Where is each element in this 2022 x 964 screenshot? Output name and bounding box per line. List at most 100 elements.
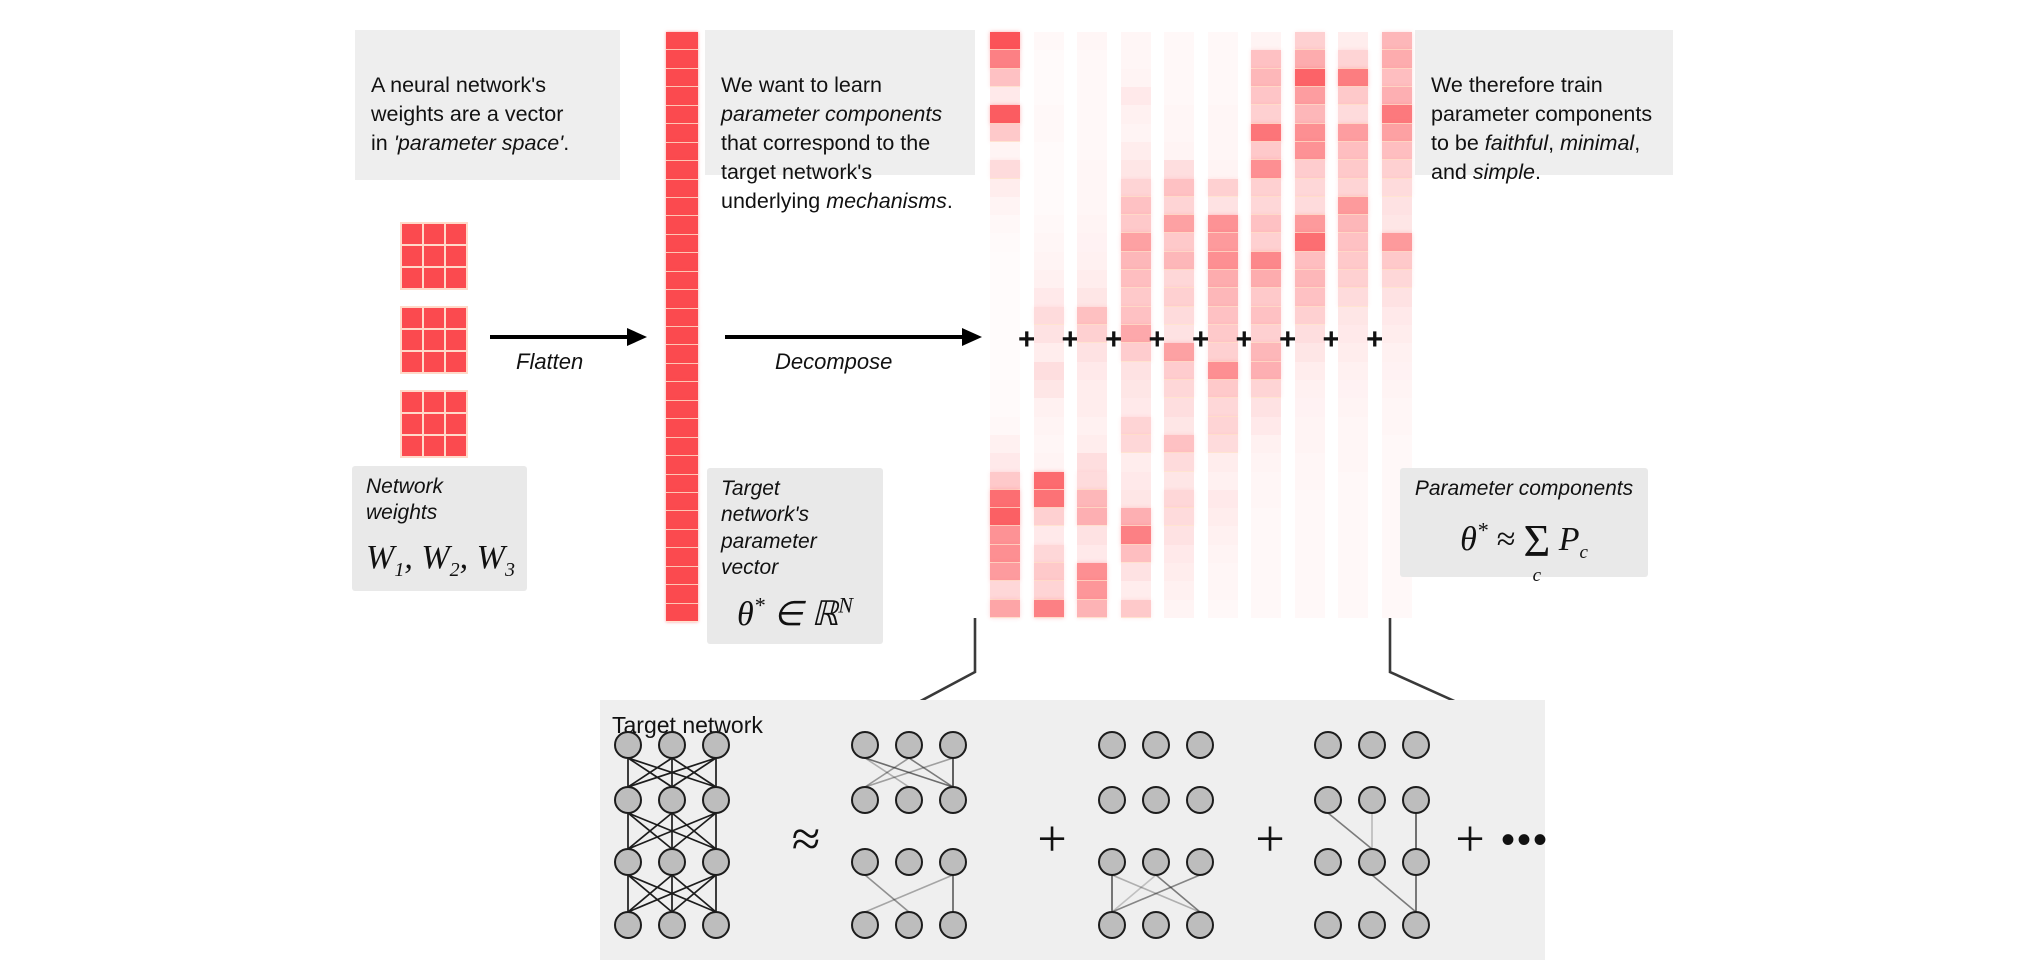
component-cell — [1164, 68, 1194, 87]
component-cell — [1120, 508, 1151, 527]
component-cell — [1033, 379, 1064, 399]
component-cell — [1294, 233, 1325, 252]
theta-cell — [666, 529, 698, 549]
component-cell — [1251, 178, 1281, 197]
component-cell — [990, 196, 1020, 216]
component-cell — [1251, 86, 1281, 106]
theta-cell — [666, 32, 698, 51]
component-cell — [1033, 434, 1064, 454]
component-cell — [1207, 398, 1238, 417]
component-cell — [1077, 544, 1107, 564]
component-cell — [990, 50, 1020, 69]
arrow-flatten: Flatten — [490, 328, 647, 381]
theta-cell — [666, 290, 698, 309]
weight-matrix-2 — [400, 306, 468, 374]
component-cell — [1120, 361, 1151, 380]
component-cell — [1381, 215, 1412, 234]
target-parameter-vector-column — [666, 32, 698, 622]
component-cell — [1120, 599, 1151, 618]
component-cell — [1294, 544, 1325, 564]
component-cell — [1033, 123, 1064, 142]
component-cell — [1207, 32, 1238, 51]
label-target-parameter-vector-math: θ* ∈ ℝN — [737, 593, 853, 634]
theta-cell — [666, 234, 698, 254]
component-cell — [1120, 434, 1151, 454]
theta-cell — [666, 548, 698, 567]
component-cell — [1294, 325, 1325, 344]
component-cell — [1251, 251, 1281, 271]
component-cell — [1207, 288, 1238, 307]
component-cell — [1294, 270, 1325, 289]
component-column — [1338, 32, 1368, 618]
component-cell — [1294, 306, 1325, 325]
component-cell — [1120, 270, 1151, 289]
component-cell — [1251, 233, 1281, 252]
component-plus: + — [1278, 323, 1297, 356]
component-cell — [1033, 233, 1064, 252]
component-cell — [1033, 251, 1064, 271]
component-cell — [1033, 270, 1064, 289]
component-cell — [1338, 434, 1368, 454]
panel-title-target-network: Target network — [612, 712, 763, 738]
component-cell — [1033, 68, 1064, 87]
component-cell — [1338, 416, 1368, 435]
component-cell — [990, 325, 1020, 344]
component-cell — [1381, 251, 1412, 271]
component-cell — [1338, 526, 1368, 545]
theta-cell — [666, 179, 698, 198]
component-cell — [1077, 379, 1107, 399]
component-cell — [1077, 526, 1107, 545]
component-cell — [1381, 32, 1412, 51]
component-cell — [1164, 270, 1194, 289]
component-cell — [1120, 343, 1151, 362]
component-cell — [1251, 270, 1281, 289]
component-cell — [1251, 141, 1281, 161]
component-cell — [1164, 196, 1194, 216]
component-cell — [1120, 105, 1151, 124]
component-cell — [1164, 141, 1194, 161]
caption-train-objectives: We therefore train parameter components to… — [1415, 30, 1673, 184]
component-cell — [1207, 526, 1238, 545]
component-cell — [1164, 416, 1194, 435]
component-cell — [1381, 306, 1412, 325]
component-cell — [990, 379, 1020, 399]
component-cell — [1033, 581, 1064, 600]
component-cell — [1120, 325, 1151, 344]
component-cell — [1164, 105, 1194, 124]
component-cell — [1077, 434, 1107, 454]
caption-learn-components: We want to learn parameter components that… — [705, 30, 975, 213]
component-cell — [1294, 215, 1325, 234]
component-cell — [1381, 178, 1412, 197]
component-cell — [1381, 141, 1412, 161]
component-cell — [1381, 398, 1412, 417]
component-cell — [1294, 196, 1325, 216]
component-cell — [1164, 471, 1194, 490]
component-cell — [1033, 50, 1064, 69]
arrow-decompose-label: Decompose — [775, 349, 893, 374]
component-cell — [1120, 398, 1151, 417]
component-cell — [1207, 86, 1238, 106]
component-cell — [1164, 233, 1194, 252]
label-parameter-components: Parameter components θ* ≈ Σ c Pc — [1400, 468, 1648, 586]
theta-cell — [666, 124, 698, 143]
component-cell — [1294, 178, 1325, 197]
component-cell — [1251, 471, 1281, 490]
decomposition-panel — [600, 700, 1545, 960]
component-cell — [1338, 123, 1368, 142]
panel-plus-1: + — [1037, 811, 1067, 868]
component-cell — [1251, 599, 1281, 618]
component-cell — [1077, 32, 1107, 51]
component-cell — [1207, 563, 1238, 582]
component-cell — [1077, 270, 1107, 289]
caption-parameter-space: A neural network's weights are a vector in… — [355, 30, 620, 180]
component-cell — [1077, 251, 1107, 271]
arrow-decompose: Decompose — [725, 328, 985, 381]
component-column — [1120, 32, 1151, 618]
component-cell — [990, 453, 1020, 472]
component-cell — [1294, 68, 1325, 87]
component-cell — [1294, 379, 1325, 399]
component-cell — [1294, 508, 1325, 527]
component-cell — [1033, 325, 1064, 344]
component-cell — [1207, 489, 1238, 509]
component-cell — [1207, 434, 1238, 454]
